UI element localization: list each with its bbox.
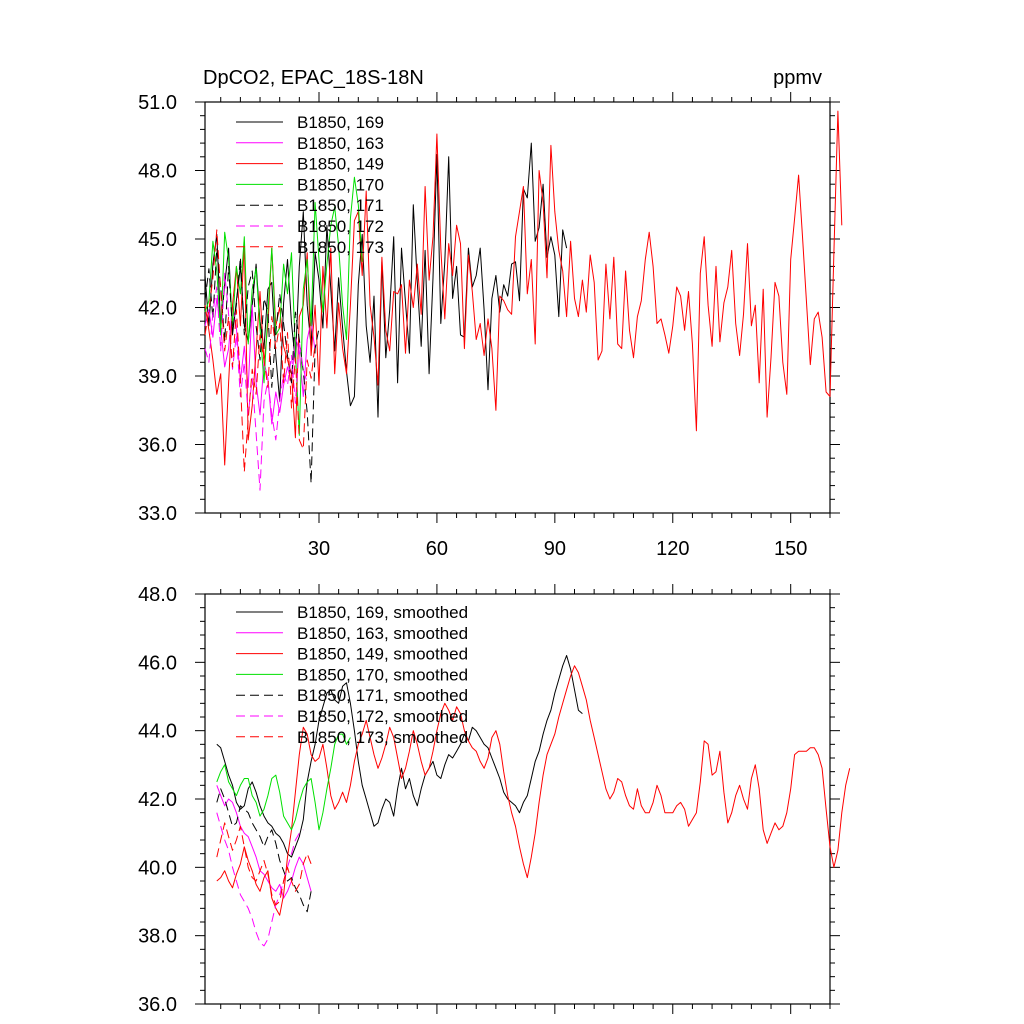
- legend-entry: B1850, 169: [297, 113, 384, 132]
- legend-entry: B1850, 169, smoothed: [297, 603, 468, 622]
- series-line-3: [216, 665, 851, 916]
- legend-entry: B1850, 170, smoothed: [297, 665, 468, 684]
- legend-entry: B1850, 170: [297, 175, 384, 194]
- series-line-3: [204, 110, 843, 466]
- y-tick-label: 39.0: [138, 366, 177, 388]
- series-line-1: [204, 142, 568, 418]
- bottom-panel: 36.0 38.0 40.0 42.0 44.0 46.0 48.0 B1850, 169, …: [138, 584, 851, 1016]
- legend-entry: B1850, 149: [297, 155, 384, 174]
- chart-title: DpCO2, EPAC_18S-18N: [203, 67, 424, 89]
- y-tick-label: 33.0: [138, 503, 177, 525]
- y-tick-label: 42.0: [138, 789, 177, 811]
- y-tick-label: 48.0: [138, 161, 177, 183]
- legend-entry: B1850, 163, smoothed: [297, 624, 468, 643]
- series-line-6: [216, 812, 304, 947]
- series-line-2: [204, 297, 316, 425]
- top-panel: 33.0 36.0 39.0 42.0 45.0 48.0 51.0 30 60 90 120 150…: [138, 92, 843, 560]
- series-line-5: [216, 788, 312, 913]
- y-tick-label: 42.0: [138, 298, 177, 320]
- x-tick-label: 120: [656, 538, 689, 560]
- legend-entry: B1850, 173: [297, 238, 384, 257]
- series-line-2: [216, 785, 312, 899]
- x-tick-label: 150: [774, 538, 807, 560]
- series-line-7: [204, 229, 316, 473]
- y-tick-label: 40.0: [138, 857, 177, 879]
- series-line-6: [204, 272, 308, 491]
- legend-entry: B1850, 172: [297, 217, 384, 236]
- series-line-7: [216, 822, 312, 906]
- legend-entry: B1850, 171, smoothed: [297, 686, 468, 705]
- x-tick-label: 90: [544, 538, 566, 560]
- chart-units: ppmv: [773, 67, 822, 89]
- series-line-5: [204, 247, 320, 484]
- legend-entry: B1850, 172, smoothed: [297, 707, 468, 726]
- y-tick-label: 51.0: [138, 92, 177, 114]
- y-tick-label: 46.0: [138, 652, 177, 674]
- y-tick-label: 44.0: [138, 721, 177, 743]
- y-tick-label: 45.0: [138, 229, 177, 251]
- legend-entry: B1850, 173, smoothed: [297, 728, 468, 747]
- series-line-1: [216, 655, 583, 858]
- y-tick-label: 36.0: [138, 435, 177, 457]
- series-line-4: [204, 176, 363, 436]
- series-line-4: [216, 733, 351, 831]
- legend-entry: B1850, 163: [297, 134, 384, 153]
- y-tick-label: 38.0: [138, 926, 177, 948]
- legend-entry: B1850, 149, smoothed: [297, 645, 468, 664]
- x-tick-label: 60: [426, 538, 448, 560]
- y-tick-label: 36.0: [138, 994, 177, 1016]
- x-tick-label: 30: [308, 538, 330, 560]
- y-tick-label: 48.0: [138, 584, 177, 606]
- legend-entry: B1850, 171: [297, 196, 384, 215]
